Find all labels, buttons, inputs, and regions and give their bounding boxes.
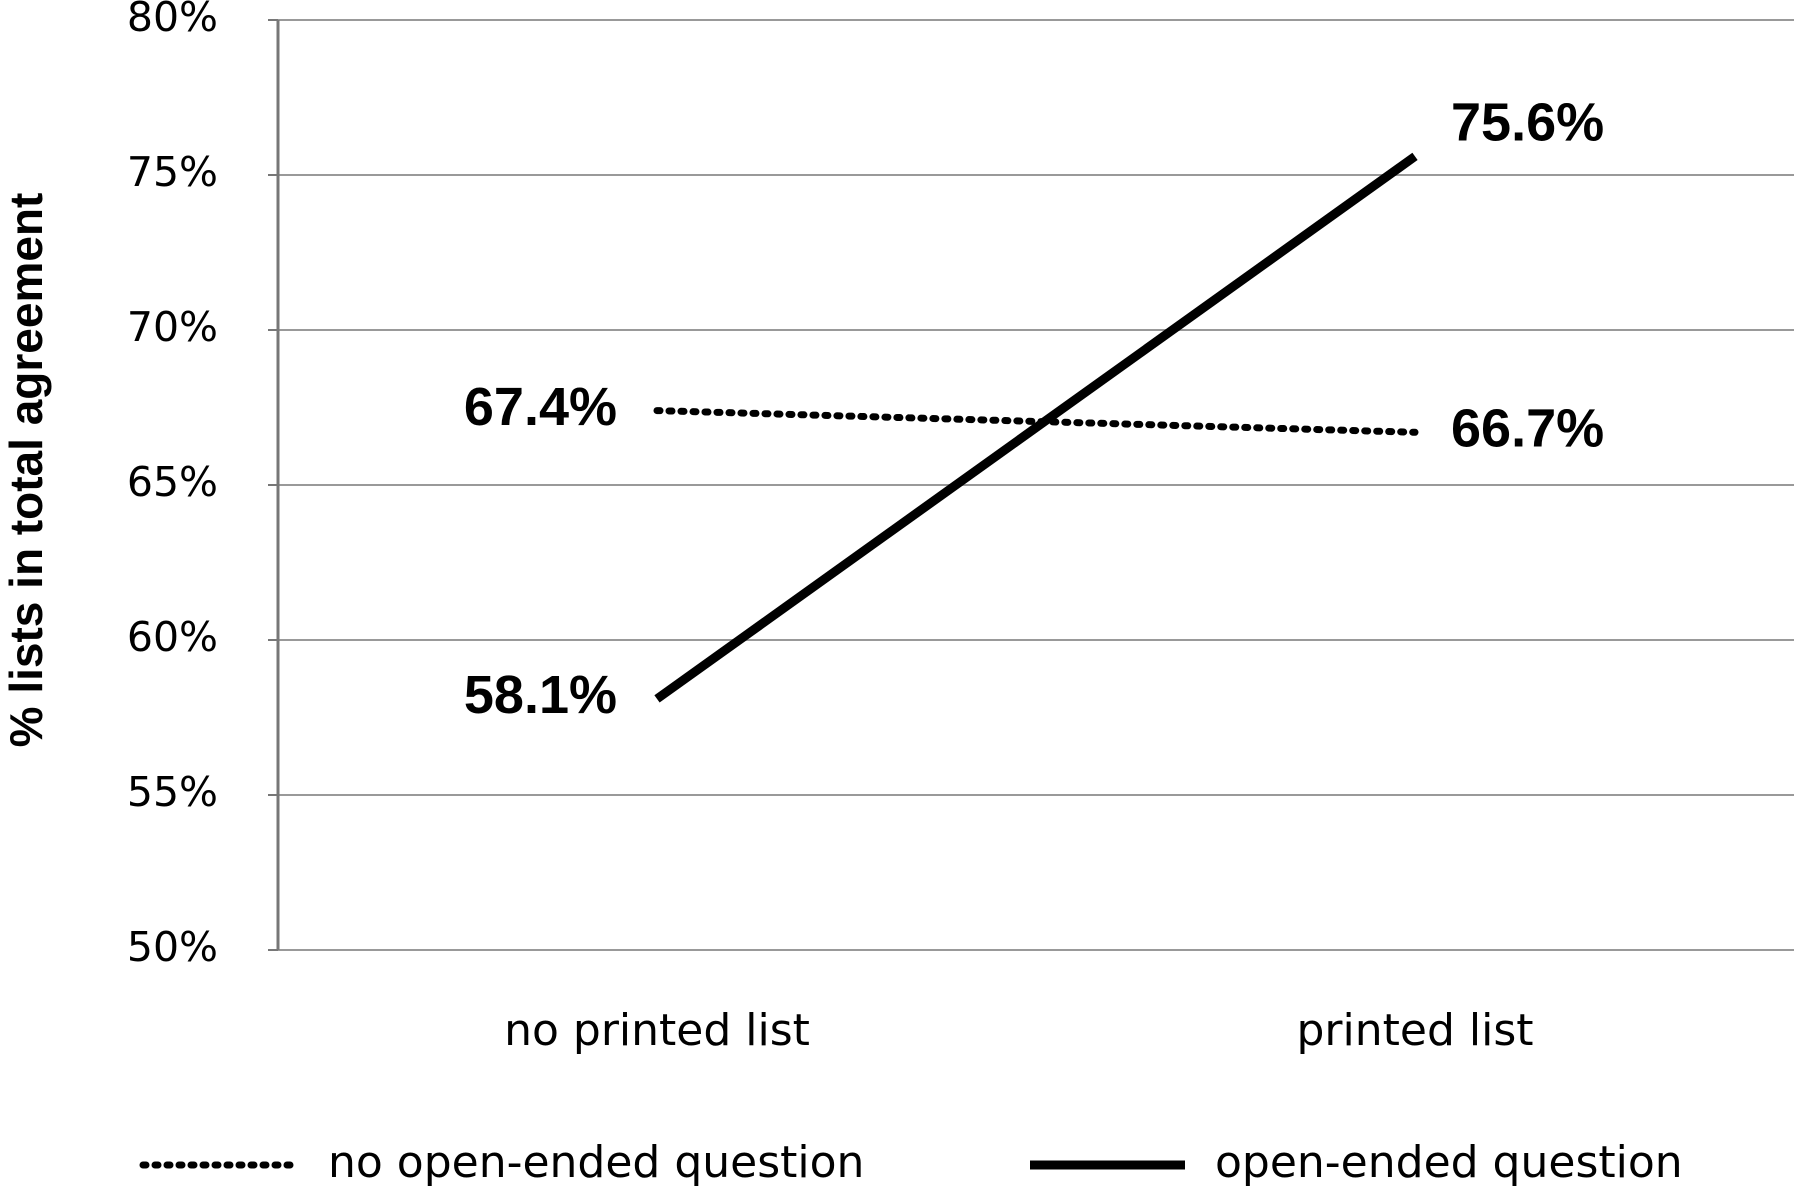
y-tick-label: 80%: [127, 0, 218, 41]
data-label: 58.1%: [464, 665, 617, 725]
y-tick-label: 55%: [127, 768, 218, 816]
data-label: 66.7%: [1451, 399, 1604, 459]
data-label: 75.6%: [1451, 93, 1604, 153]
x-tick-label: no printed list: [504, 1005, 810, 1056]
y-axis-title: % lists in total agreement: [0, 193, 52, 748]
legend-label: no open-ended question: [328, 1137, 864, 1188]
line-series: [654, 152, 1418, 703]
data-label: 67.4%: [464, 377, 617, 437]
y-tick-label: 65%: [127, 458, 218, 506]
y-tick-label: 60%: [127, 613, 218, 661]
legend-label: open-ended question: [1215, 1137, 1683, 1188]
line-series: [653, 407, 1419, 436]
y-tick-label: 75%: [127, 148, 218, 196]
x-tick-label: printed list: [1297, 1005, 1534, 1056]
y-tick-label: 70%: [127, 303, 218, 351]
y-tick-label: 50%: [127, 923, 218, 971]
